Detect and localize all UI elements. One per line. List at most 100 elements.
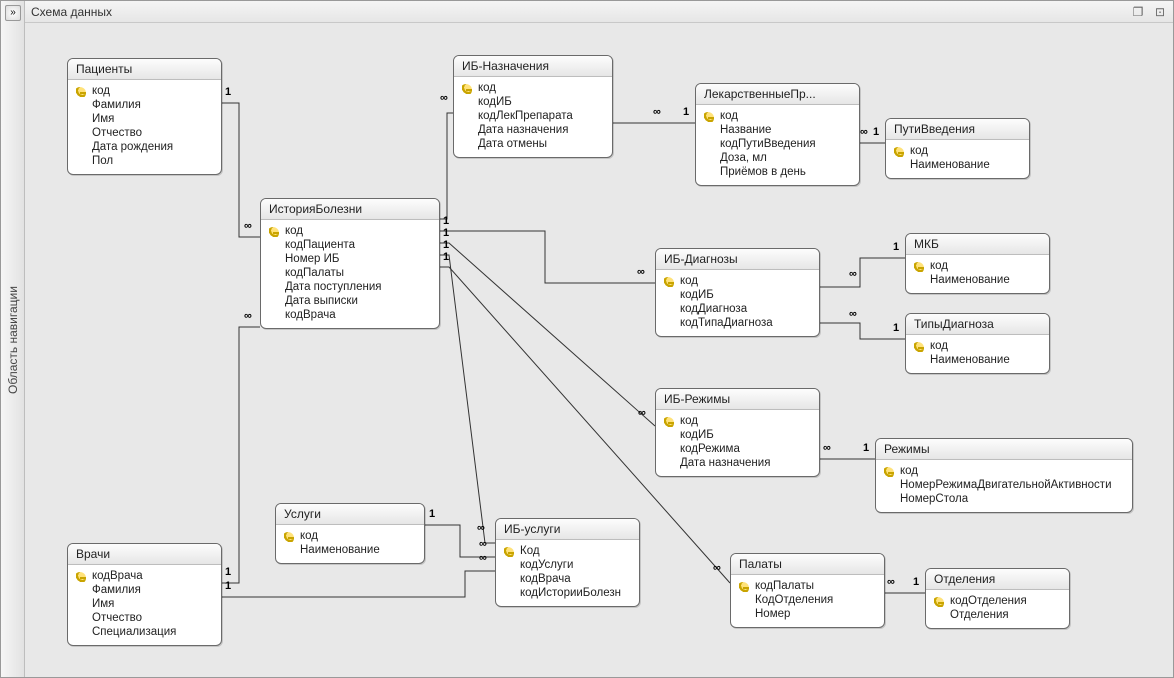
field-pk[interactable]: код — [906, 339, 1049, 353]
field-pk[interactable]: Код — [496, 544, 639, 558]
field[interactable]: КодОтделения — [731, 593, 884, 607]
field[interactable]: Дата отмены — [454, 137, 612, 151]
table-header[interactable]: ИБ-Режимы — [656, 389, 819, 410]
field[interactable]: кодВрача — [261, 308, 439, 322]
field[interactable]: Номер ИБ — [261, 252, 439, 266]
field-pk[interactable]: код — [276, 529, 424, 543]
field[interactable]: Дата назначения — [656, 456, 819, 470]
field[interactable]: Фамилия — [68, 98, 221, 112]
table-departments[interactable]: ОтделениякодОтделенияОтделения — [925, 568, 1070, 629]
close-icon[interactable]: ⊡ — [1153, 5, 1167, 19]
field-pk[interactable]: код — [696, 109, 859, 123]
field[interactable]: НомерСтола — [876, 492, 1132, 506]
table-header[interactable]: Палаты — [731, 554, 884, 575]
field-pk[interactable]: кодОтделения — [926, 594, 1069, 608]
table-history[interactable]: ИсторияБолезни кодкодПациентаНомер ИБкодП… — [260, 198, 440, 329]
table-header[interactable]: ИсторияБолезни — [261, 199, 439, 220]
field[interactable]: кодИсторииБолезн — [496, 586, 639, 600]
field[interactable]: кодПалаты — [261, 266, 439, 280]
table-header[interactable]: ТипыДиагноза — [906, 314, 1049, 335]
field[interactable]: кодУслуги — [496, 558, 639, 572]
maximize-icon[interactable]: ❐ — [1131, 5, 1145, 19]
document-title: Схема данных — [31, 5, 112, 19]
field[interactable]: НомерРежимаДвигательнойАктивности — [876, 478, 1132, 492]
table-header[interactable]: ЛекарственныеПр... — [696, 84, 859, 105]
field[interactable]: кодПутиВведения — [696, 137, 859, 151]
field-pk[interactable]: код — [656, 274, 819, 288]
field[interactable]: кодИБ — [656, 288, 819, 302]
relationships-canvas[interactable]: 1∞1∞1∞1∞1∞1∞1∞1∞1∞1∞1∞1∞1∞1∞1∞ Пациентык… — [25, 23, 1173, 677]
table-services[interactable]: УслугикодНаименование — [275, 503, 425, 564]
field[interactable]: Доза, мл — [696, 151, 859, 165]
table-ib_services[interactable]: ИБ-услугиКодкодУслугикодВрачакодИсторииБ… — [495, 518, 640, 607]
table-header[interactable]: Услуги — [276, 504, 424, 525]
table-header[interactable]: Режимы — [876, 439, 1132, 460]
field-pk[interactable]: код — [876, 464, 1132, 478]
table-ib_diag[interactable]: ИБ-Диагнозы кодкодИБкодДиагнозакодТипаДиа… — [655, 248, 820, 337]
field-pk[interactable]: кодПалаты — [731, 579, 884, 593]
field[interactable]: кодВрача — [496, 572, 639, 586]
field[interactable]: кодИБ — [454, 95, 612, 109]
table-ib_regimes[interactable]: ИБ-Режимы кодкодИБкодРежимаДата назначени… — [655, 388, 820, 477]
field[interactable]: Специализация — [68, 625, 221, 639]
field[interactable]: Имя — [68, 597, 221, 611]
svg-text:∞: ∞ — [637, 266, 645, 278]
field-list: КодкодУслугикодВрачакодИсторииБолезн — [496, 540, 639, 606]
table-routes[interactable]: ПутиВведения кодНаименование — [885, 118, 1030, 179]
table-header[interactable]: ИБ-услуги — [496, 519, 639, 540]
field[interactable]: Отделения — [926, 608, 1069, 622]
field-pk[interactable]: код — [68, 84, 221, 98]
field[interactable]: кодИБ — [656, 428, 819, 442]
window-controls: ❐ ⊡ — [1131, 5, 1167, 19]
field[interactable]: Наименование — [276, 543, 424, 557]
relationships-window: » Область навигации Схема данных ❐ ⊡ 1∞1… — [0, 0, 1174, 678]
field[interactable]: Номер — [731, 607, 884, 621]
field[interactable]: Приёмов в день — [696, 165, 859, 179]
table-doctors[interactable]: Врачи кодВрачаФамилияИмяОтчествоСпециализ… — [67, 543, 222, 646]
field-pk[interactable]: код — [454, 81, 612, 95]
table-header[interactable]: Врачи — [68, 544, 221, 565]
field[interactable]: Наименование — [906, 353, 1049, 367]
svg-text:∞: ∞ — [477, 522, 485, 534]
field[interactable]: кодПациента — [261, 238, 439, 252]
table-ib_appoint[interactable]: ИБ-НазначениякодкодИБкодЛекПрепаратаДата… — [453, 55, 613, 158]
svg-text:1: 1 — [893, 322, 899, 334]
table-header[interactable]: Отделения — [926, 569, 1069, 590]
field-pk[interactable]: код — [906, 259, 1049, 273]
field[interactable]: кодРежима — [656, 442, 819, 456]
table-mkb[interactable]: МКБ кодНаименование — [905, 233, 1050, 294]
field[interactable]: Отчество — [68, 126, 221, 140]
field[interactable]: кодДиагноза — [656, 302, 819, 316]
field[interactable]: Имя — [68, 112, 221, 126]
table-header[interactable]: ПутиВведения — [886, 119, 1029, 140]
table-header[interactable]: МКБ — [906, 234, 1049, 255]
field-pk[interactable]: кодВрача — [68, 569, 221, 583]
table-diag_types[interactable]: ТипыДиагноза кодНаименование — [905, 313, 1050, 374]
field[interactable]: Наименование — [906, 273, 1049, 287]
field-pk[interactable]: код — [886, 144, 1029, 158]
table-drugs[interactable]: ЛекарственныеПр... кодНазваниекодПутиВвед… — [695, 83, 860, 186]
svg-text:1: 1 — [225, 566, 231, 578]
field-list: кодНаименование — [276, 525, 424, 563]
field[interactable]: Отчество — [68, 611, 221, 625]
field[interactable]: Дата поступления — [261, 280, 439, 294]
field[interactable]: Фамилия — [68, 583, 221, 597]
field[interactable]: Пол — [68, 154, 221, 168]
field[interactable]: Дата выписки — [261, 294, 439, 308]
field[interactable]: Наименование — [886, 158, 1029, 172]
table-patients[interactable]: Пациенты кодФамилияИмяОтчествоДата рожден… — [67, 58, 222, 175]
table-wards[interactable]: Палаты кодПалатыКодОтделенияНомер — [730, 553, 885, 628]
table-regimes[interactable]: Режимы кодНомерРежимаДвигательнойАктивнос… — [875, 438, 1133, 513]
field[interactable]: Название — [696, 123, 859, 137]
field[interactable]: кодТипаДиагноза — [656, 316, 819, 330]
svg-text:1: 1 — [683, 106, 689, 118]
field-pk[interactable]: код — [261, 224, 439, 238]
table-header[interactable]: Пациенты — [68, 59, 221, 80]
field[interactable]: кодЛекПрепарата — [454, 109, 612, 123]
field-pk[interactable]: код — [656, 414, 819, 428]
table-header[interactable]: ИБ-Диагнозы — [656, 249, 819, 270]
field[interactable]: Дата назначения — [454, 123, 612, 137]
table-header[interactable]: ИБ-Назначения — [454, 56, 612, 77]
expand-nav-button[interactable]: » — [5, 5, 21, 21]
field[interactable]: Дата рождения — [68, 140, 221, 154]
